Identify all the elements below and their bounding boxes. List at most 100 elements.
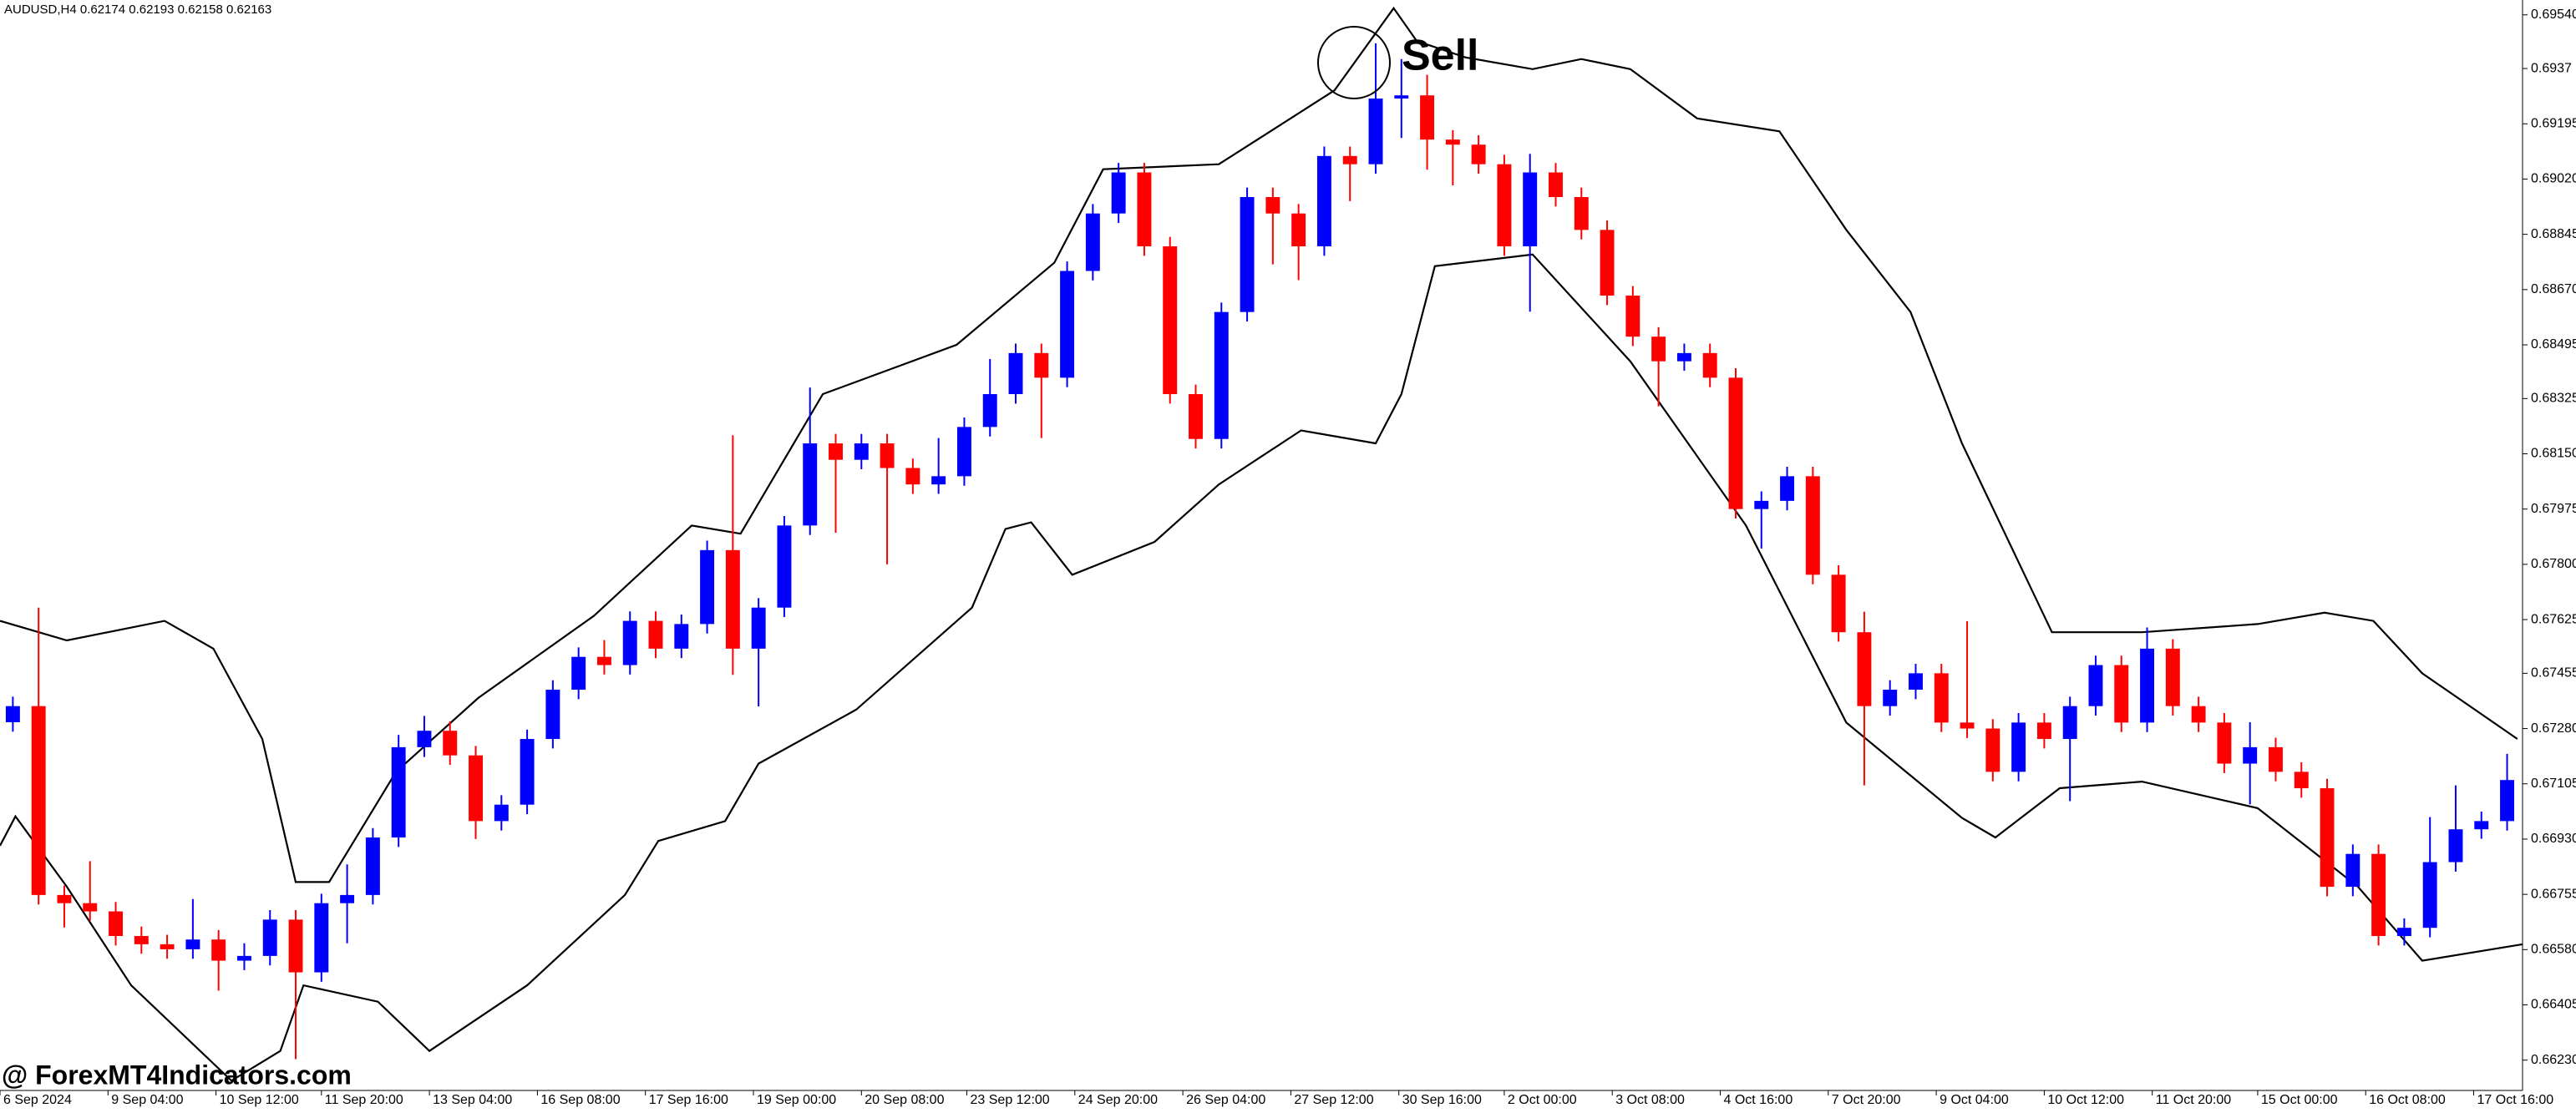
candle-body xyxy=(1754,500,1769,509)
y-tick-label: 0.6937 xyxy=(2531,61,2572,75)
bollinger-band xyxy=(0,6,2518,883)
candle-body xyxy=(1805,476,1820,575)
candle-body xyxy=(1651,336,1666,362)
x-tick-label: 11 Oct 20:00 xyxy=(2156,1093,2232,1107)
candle-body xyxy=(2500,780,2514,822)
candle-body xyxy=(1008,352,1023,395)
y-tick-label: 0.67975 xyxy=(2531,502,2576,516)
x-tick-label: 6 Sep 2024 xyxy=(3,1093,72,1107)
candle-body xyxy=(2011,722,2026,772)
watermark: @ ForexMT4Indicators.com xyxy=(2,1060,352,1090)
y-tick-label: 0.67800 xyxy=(2531,557,2576,571)
candle-body xyxy=(1574,197,1589,230)
plot xyxy=(0,6,2523,1082)
candle-body xyxy=(2448,829,2463,863)
x-tick-label: 3 Oct 08:00 xyxy=(1615,1093,1685,1107)
candle-body xyxy=(417,731,432,747)
candle-body xyxy=(1342,155,1357,164)
candle-body xyxy=(2217,722,2232,764)
x-tick-label: 17 Oct 16:00 xyxy=(2477,1093,2554,1107)
x-tick-label: 2 Oct 00:00 xyxy=(1508,1093,1577,1107)
candle-body xyxy=(2396,928,2411,937)
candle-body xyxy=(2140,648,2155,723)
y-tick-label: 0.69540 xyxy=(2531,8,2576,22)
candle-body xyxy=(1111,172,1126,214)
x-tick-label: 16 Oct 08:00 xyxy=(2369,1093,2446,1107)
y-tick-label: 0.68325 xyxy=(2531,392,2576,406)
x-tick-label: 26 Sep 04:00 xyxy=(1186,1093,1265,1107)
candle-body xyxy=(365,837,380,895)
x-tick-label: 4 Oct 16:00 xyxy=(1724,1093,1793,1107)
candle-body xyxy=(1831,574,1846,633)
candle-body xyxy=(520,739,535,805)
annotation-circle xyxy=(1317,26,1391,99)
candle-body xyxy=(1702,352,1717,378)
candle-body xyxy=(648,620,663,649)
candle-body xyxy=(1034,352,1049,378)
candle-body xyxy=(57,894,72,903)
candle-body xyxy=(803,443,818,526)
candle-body xyxy=(2062,706,2077,740)
x-tick-label: 10 Oct 12:00 xyxy=(2047,1093,2124,1107)
candle-body xyxy=(1240,197,1255,312)
candle-body xyxy=(982,394,997,427)
candle-body xyxy=(1420,95,1435,140)
y-tick-label: 0.67625 xyxy=(2531,612,2576,626)
candle-body xyxy=(622,620,637,665)
candle-body xyxy=(109,911,123,937)
x-tick-label: 10 Sep 12:00 xyxy=(220,1093,299,1107)
candle-body xyxy=(700,549,715,625)
candle-body xyxy=(1085,213,1100,271)
x-tick-label: 9 Oct 04:00 xyxy=(1940,1093,2009,1107)
candle-body xyxy=(2036,722,2051,740)
x-tick-label: 16 Sep 08:00 xyxy=(540,1093,620,1107)
candle-body xyxy=(956,427,971,477)
candle-body xyxy=(2371,853,2386,937)
candle-body xyxy=(1189,394,1203,439)
x-tick-label: 7 Oct 20:00 xyxy=(1832,1093,1901,1107)
x-tick-label: 23 Sep 12:00 xyxy=(971,1093,1050,1107)
x-tick-label: 24 Sep 20:00 xyxy=(1078,1093,1158,1107)
bollinger-band xyxy=(0,253,2523,1082)
x-tick-label: 19 Sep 00:00 xyxy=(757,1093,836,1107)
candle-body xyxy=(2422,862,2437,928)
y-tick-label: 0.69195 xyxy=(2531,116,2576,130)
candle-body xyxy=(1909,673,1923,691)
y-tick-label: 0.66755 xyxy=(2531,887,2576,901)
x-tick-label: 27 Sep 12:00 xyxy=(1294,1093,1373,1107)
candle-body xyxy=(262,919,277,956)
candle-body xyxy=(777,525,792,608)
y-tick-label: 0.69020 xyxy=(2531,172,2576,186)
candle-body xyxy=(5,706,20,722)
candle-body xyxy=(1214,311,1229,439)
candle-body xyxy=(185,939,200,949)
candle-body xyxy=(2294,772,2309,789)
candle-body xyxy=(2243,746,2258,764)
x-tick-label: 20 Sep 08:00 xyxy=(865,1093,944,1107)
candle-body xyxy=(134,936,149,944)
candle-body xyxy=(1960,722,1975,729)
y-tick-label: 0.67455 xyxy=(2531,666,2576,680)
y-tick-label: 0.67105 xyxy=(2531,777,2576,791)
x-tick-label: 11 Sep 20:00 xyxy=(325,1093,403,1107)
candle-body xyxy=(854,443,869,460)
candle-body xyxy=(1163,246,1178,395)
candle-body xyxy=(2320,788,2335,888)
candle-body xyxy=(1265,197,1280,214)
y-tick-label: 0.66930 xyxy=(2531,832,2576,846)
candle-body xyxy=(1600,230,1615,296)
candle-body xyxy=(2474,821,2489,830)
candle-body xyxy=(1523,172,1538,247)
candle-body xyxy=(1368,99,1383,164)
candle-body xyxy=(751,607,766,649)
y-tick-label: 0.66405 xyxy=(2531,998,2576,1012)
candle-body xyxy=(1291,213,1306,247)
candle-body xyxy=(1060,271,1075,378)
candle-body xyxy=(674,624,689,649)
candle-body xyxy=(443,731,458,756)
candle-body xyxy=(211,939,226,961)
candle-body xyxy=(571,656,586,691)
candle-body xyxy=(1497,164,1512,247)
candle-body xyxy=(1934,673,1949,723)
candle-body xyxy=(160,944,175,949)
